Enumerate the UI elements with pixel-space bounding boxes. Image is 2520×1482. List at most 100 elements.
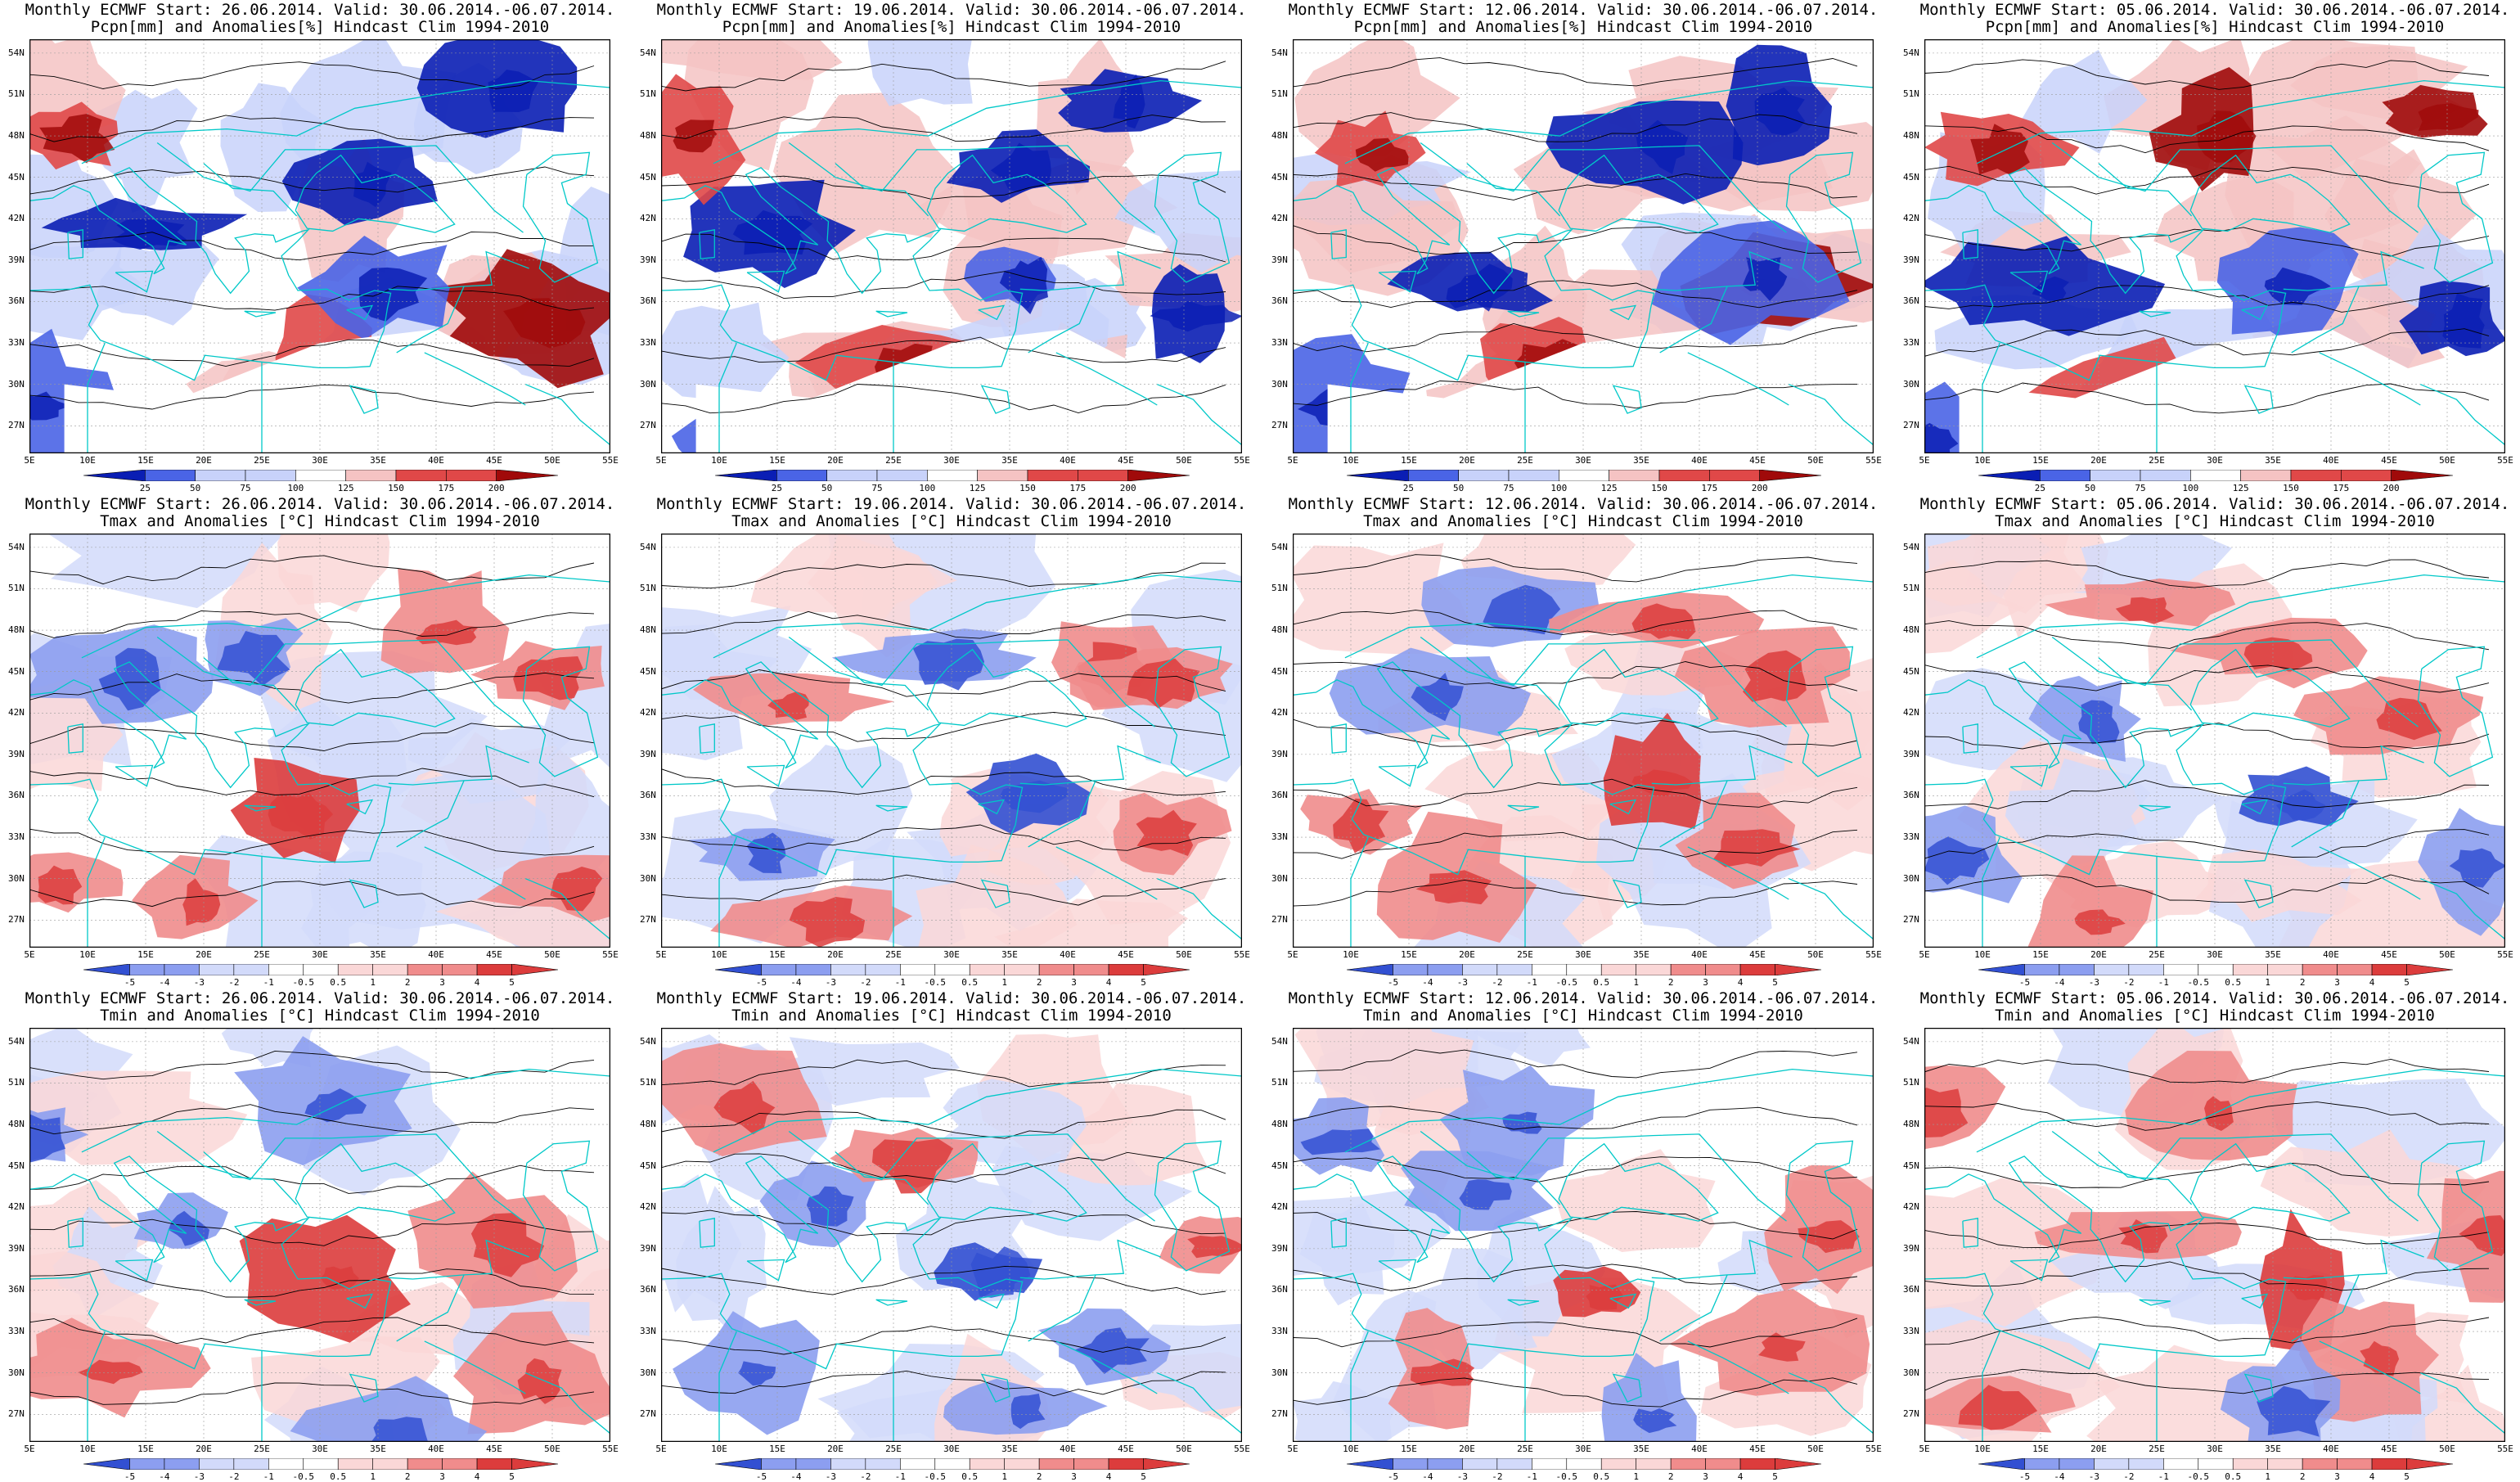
panel-title-line2: Tmax and Anomalies [°C] Hindcast Clim 19… xyxy=(100,512,540,530)
lat-label: 45N xyxy=(1271,1160,1288,1171)
lat-label: 48N xyxy=(1271,624,1288,636)
colorbar-label: 5 xyxy=(2404,977,2410,988)
lat-label: 27N xyxy=(640,1408,656,1420)
lat-label: 27N xyxy=(1903,914,1919,926)
lat-label: 33N xyxy=(640,831,656,843)
lat-label: 27N xyxy=(1903,1408,1919,1420)
lon-label: 55E xyxy=(1865,949,1882,960)
lat-label: 36N xyxy=(8,1284,25,1295)
colorbar-label: 200 xyxy=(1751,483,1768,493)
lat-label: 42N xyxy=(1271,707,1288,718)
anomaly-map xyxy=(1293,1028,1874,1442)
lat-label: 54N xyxy=(1271,47,1288,58)
lon-label: 50E xyxy=(1807,455,1824,466)
lat-label: 33N xyxy=(1271,337,1288,349)
colorbar-label: -0.5 xyxy=(924,977,947,988)
colorbar xyxy=(1347,1458,1821,1470)
map-canvas xyxy=(1924,1028,2505,1442)
lon-label: 50E xyxy=(1176,1444,1192,1454)
anomaly-map xyxy=(29,1028,610,1442)
colorbar-label: 100 xyxy=(2182,483,2199,493)
map-panel-precipitation-4: Monthly ECMWF Start: 05.06.2014. Valid: … xyxy=(1900,0,2520,494)
lon-label: 5E xyxy=(1919,1444,1930,1454)
lon-label: 30E xyxy=(1575,455,1591,466)
map-canvas xyxy=(29,1028,610,1442)
lat-label: 30N xyxy=(1903,378,1919,390)
colorbar-label: 0.5 xyxy=(961,977,979,988)
lat-label: 54N xyxy=(1271,541,1288,552)
colorbar-label: 25 xyxy=(1402,483,1414,493)
climatology-contours xyxy=(29,61,595,410)
lon-label: 5E xyxy=(1287,949,1298,960)
lat-label: 54N xyxy=(1903,47,1919,58)
lon-label: 30E xyxy=(1575,1444,1591,1454)
climatology-contours xyxy=(1924,59,2490,414)
colorbar-label: 50 xyxy=(2085,483,2096,493)
map-canvas xyxy=(1293,534,1874,948)
lat-label: 51N xyxy=(1271,1077,1288,1088)
lon-label: 40E xyxy=(1691,949,1708,960)
lon-label: 25E xyxy=(254,949,270,960)
colorbar-label: -2 xyxy=(860,977,871,988)
lat-label: 30N xyxy=(8,1367,25,1378)
lat-label: 42N xyxy=(640,707,656,718)
lon-label: 40E xyxy=(1060,1444,1076,1454)
lat-label: 54N xyxy=(1271,1035,1288,1047)
lat-label: 45N xyxy=(1903,1160,1919,1171)
lon-label: 10E xyxy=(711,949,727,960)
climatology-contours xyxy=(1924,559,2490,903)
lon-label: 45E xyxy=(2381,455,2397,466)
lon-label: 30E xyxy=(312,455,328,466)
lon-label: 50E xyxy=(1807,1444,1824,1454)
colorbar-label: -3 xyxy=(1456,977,1468,988)
lat-label: 51N xyxy=(8,583,25,594)
lon-label: 15E xyxy=(769,455,785,466)
colorbar-label: -3 xyxy=(193,977,205,988)
lat-label: 48N xyxy=(8,130,25,142)
panel-title-line2: Pcpn[mm] and Anomalies[%] Hindcast Clim … xyxy=(722,18,1181,36)
lon-label: 50E xyxy=(1807,949,1824,960)
coastlines-borders xyxy=(661,574,1242,948)
lat-label: 27N xyxy=(1271,1408,1288,1420)
lat-label: 51N xyxy=(8,88,25,100)
lat-label: 30N xyxy=(8,378,25,390)
colorbar-label: 50 xyxy=(821,483,833,493)
lat-label: 48N xyxy=(8,1119,25,1130)
map-panel-tmin-4: Monthly ECMWF Start: 05.06.2014. Valid: … xyxy=(1900,989,2520,1482)
lon-label: 25E xyxy=(885,949,902,960)
panel-title-line2: Pcpn[mm] and Anomalies[%] Hindcast Clim … xyxy=(90,18,550,36)
colorbar-label: 150 xyxy=(2283,483,2299,493)
lon-label: 55E xyxy=(2497,455,2513,466)
map-canvas xyxy=(1293,39,1874,453)
climatology-contours xyxy=(1924,1058,2490,1394)
coastlines-borders xyxy=(29,1068,610,1442)
lon-label: 5E xyxy=(1919,455,1930,466)
climatology-contours xyxy=(1293,1049,1858,1408)
panel-title-line1: Monthly ECMWF Start: 19.06.2014. Valid: … xyxy=(656,1,1247,19)
colorbar xyxy=(715,1458,1190,1470)
colorbar-label: 50 xyxy=(1453,483,1465,493)
anomaly-map xyxy=(1924,534,2505,948)
lon-label: 5E xyxy=(24,455,35,466)
lon-label: 15E xyxy=(769,1444,785,1454)
lon-label: 30E xyxy=(2207,455,2223,466)
colorbar-label: 175 xyxy=(1701,483,1718,493)
lat-label: 54N xyxy=(8,541,25,552)
lon-label: 40E xyxy=(428,1444,444,1454)
colorbar-label: -0.5 xyxy=(2187,977,2210,988)
colorbar-label: 1 xyxy=(2265,977,2270,988)
lon-label: 10E xyxy=(1974,455,1991,466)
panel-title-line1: Monthly ECMWF Start: 26.06.2014. Valid: … xyxy=(25,989,615,1007)
lat-label: 51N xyxy=(1903,88,1919,100)
lat-label: 51N xyxy=(640,1077,656,1088)
map-panel-precipitation-2: Monthly ECMWF Start: 19.06.2014. Valid: … xyxy=(637,0,1267,494)
map-panel-tmax-1: Monthly ECMWF Start: 26.06.2014. Valid: … xyxy=(5,494,635,989)
lon-label: 10E xyxy=(1974,949,1991,960)
climatology-contours xyxy=(1293,57,1858,409)
lon-label: 35E xyxy=(1001,1444,1018,1454)
lon-label: 10E xyxy=(79,1444,96,1454)
colorbar-label: 0.5 xyxy=(1593,977,1610,988)
colorbar-label: 175 xyxy=(438,483,455,493)
lat-label: 54N xyxy=(640,1035,656,1047)
map-canvas xyxy=(661,534,1242,948)
